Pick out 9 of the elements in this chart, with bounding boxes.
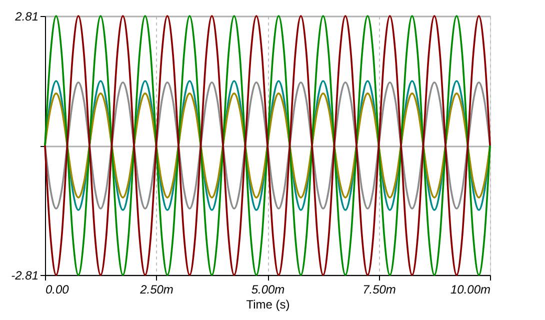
- x-tick-label: 5.00m: [251, 282, 285, 296]
- x-tick-label: 10.00m: [450, 282, 490, 296]
- x-tick-label: 2.50m: [139, 282, 174, 296]
- x-axis-title: Time (s): [246, 298, 290, 312]
- line-series: [44, 92, 491, 198]
- y-tick-label: 2.81: [14, 10, 38, 24]
- y-tick-label: -2.81: [11, 268, 38, 282]
- x-tick-label: 7.50m: [362, 282, 396, 296]
- x-tick-label: 0.00: [46, 282, 70, 296]
